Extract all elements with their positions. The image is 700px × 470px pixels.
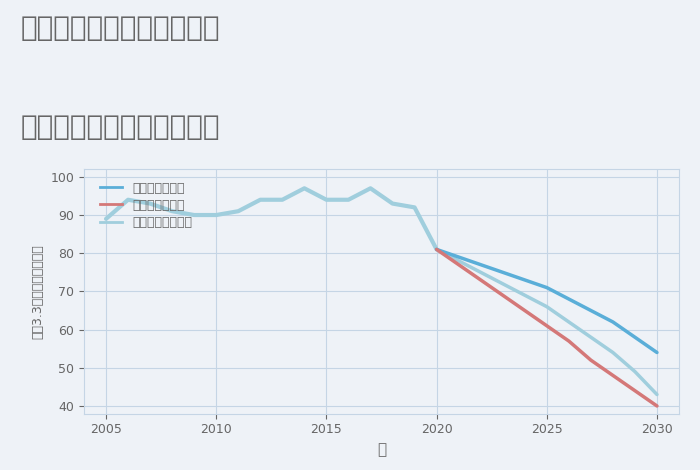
Text: 三重県松阪市飯南町粥見の: 三重県松阪市飯南町粥見の bbox=[21, 14, 221, 42]
X-axis label: 年: 年 bbox=[377, 442, 386, 457]
Text: 中古マンションの価格推移: 中古マンションの価格推移 bbox=[21, 113, 221, 141]
Legend: グッドシナリオ, バッドシナリオ, ノーマルシナリオ: グッドシナリオ, バッドシナリオ, ノーマルシナリオ bbox=[96, 178, 196, 233]
Y-axis label: 坪（3.3㎡）単価（万円）: 坪（3.3㎡）単価（万円） bbox=[32, 244, 45, 339]
